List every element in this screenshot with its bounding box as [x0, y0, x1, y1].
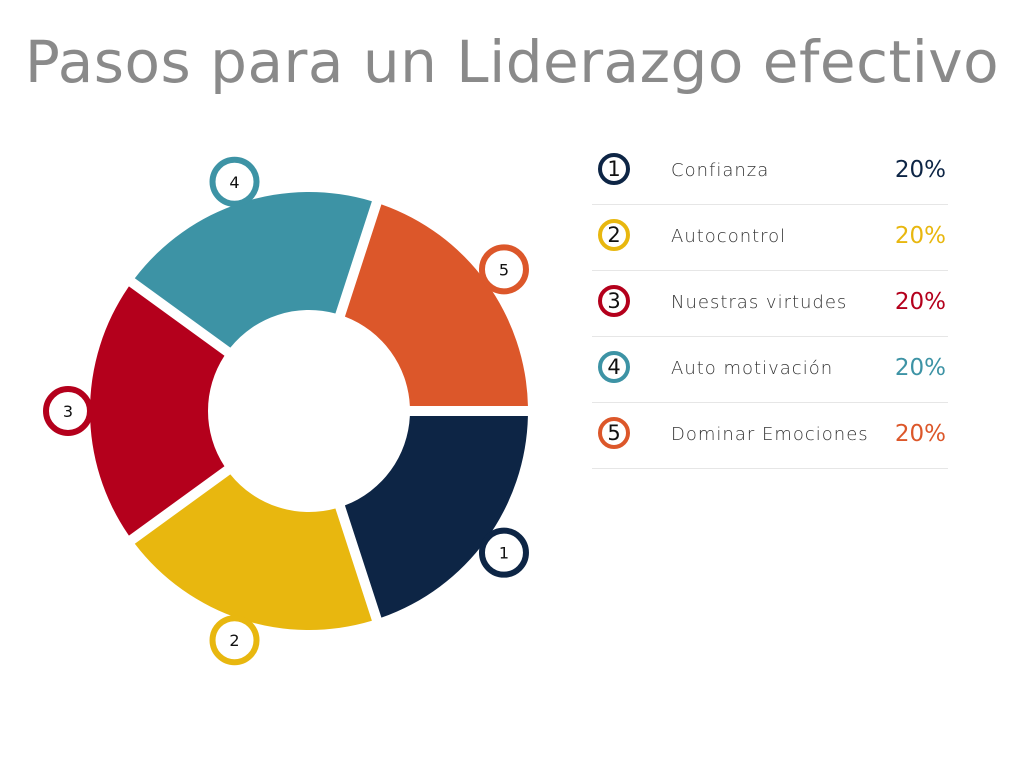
legend-label: Confianza — [671, 160, 770, 181]
slice-marker-circle — [478, 527, 529, 578]
slice-marker-circle — [209, 615, 260, 666]
legend-value: 20% — [894, 289, 946, 315]
slice-marker-circle — [209, 156, 260, 207]
legend-item: 5 Dominar Emociones 20% — [592, 403, 948, 469]
slice-marker-circle — [478, 244, 529, 295]
legend-label: Dominar Emociones — [671, 424, 869, 445]
legend-value: 20% — [894, 355, 946, 381]
legend: 1 Confianza 20% 2 Autocontrol 20% 3 Nuestras vi… — [592, 139, 948, 469]
chart-title: Pasos para un Liderazgo efectivo — [24, 28, 1000, 96]
slice-marker-number: 1 — [499, 544, 509, 563]
donut-slice-5 — [344, 204, 528, 407]
slice-marker-number: 3 — [63, 402, 73, 421]
legend-label: Auto motivación — [671, 358, 834, 379]
slice-marker-4: 4 — [209, 156, 260, 207]
slice-marker-circle — [43, 386, 93, 436]
legend-item: 3 Nuestras virtudes 20% — [592, 271, 948, 337]
slice-marker-number: 4 — [229, 173, 239, 192]
legend-label: Autocontrol — [671, 226, 787, 247]
legend-value: 20% — [894, 157, 946, 183]
legend-number-badge: 1 — [598, 153, 630, 185]
legend-item: 1 Confianza 20% — [592, 139, 948, 205]
legend-item: 2 Autocontrol 20% — [592, 205, 948, 271]
legend-number-badge: 3 — [598, 285, 630, 317]
slice-marker-number: 5 — [499, 260, 509, 279]
slice-marker-5: 5 — [478, 244, 529, 295]
slice-marker-1: 1 — [478, 527, 529, 578]
legend-value: 20% — [894, 223, 946, 249]
donut-slice-4 — [134, 192, 372, 348]
slice-marker-number: 2 — [229, 631, 239, 650]
legend-number-badge: 2 — [598, 219, 630, 251]
slice-marker-2: 2 — [209, 615, 260, 666]
donut-slice-1 — [344, 415, 528, 618]
slice-marker-3: 3 — [43, 386, 93, 436]
donut-slice-3 — [90, 286, 225, 536]
legend-value: 20% — [894, 421, 946, 447]
legend-item: 4 Auto motivación 20% — [592, 337, 948, 403]
donut-slice-2 — [134, 474, 372, 630]
legend-label: Nuestras virtudes — [671, 292, 848, 313]
legend-number-badge: 5 — [598, 417, 630, 449]
legend-number-badge: 4 — [598, 351, 630, 383]
